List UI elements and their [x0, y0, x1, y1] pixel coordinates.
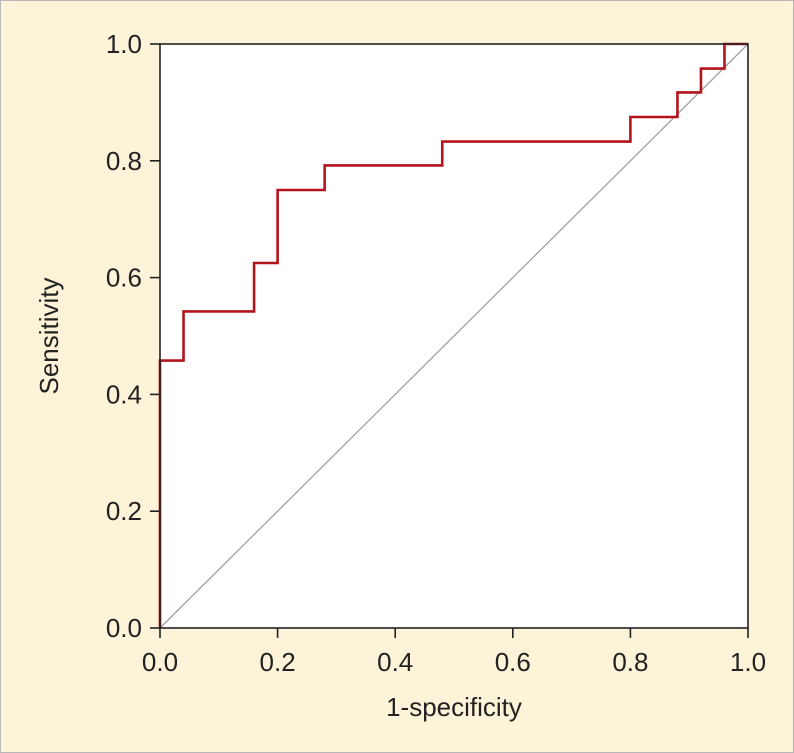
x-tick-label: 1.0 [730, 647, 766, 677]
y-axis-label: Sensitivity [34, 277, 64, 394]
y-tick-label: 0.2 [106, 496, 142, 526]
x-axis-label: 1-specificity [386, 692, 522, 722]
y-tick-label: 0.6 [106, 263, 142, 293]
y-tick-label: 0.0 [106, 613, 142, 643]
y-tick-label: 0.8 [106, 146, 142, 176]
x-tick-label: 0.2 [260, 647, 296, 677]
x-tick-label: 0.4 [377, 647, 413, 677]
plot-border [159, 43, 749, 629]
roc-curve [158, 42, 748, 628]
y-tick-label: 1.0 [106, 29, 142, 59]
x-tick-label: 0.8 [612, 647, 648, 677]
x-tick-label: 0.6 [495, 647, 531, 677]
y-tick-label: 0.4 [106, 379, 142, 409]
x-tick-label: 0.0 [142, 647, 178, 677]
reference-diagonal [159, 43, 749, 629]
